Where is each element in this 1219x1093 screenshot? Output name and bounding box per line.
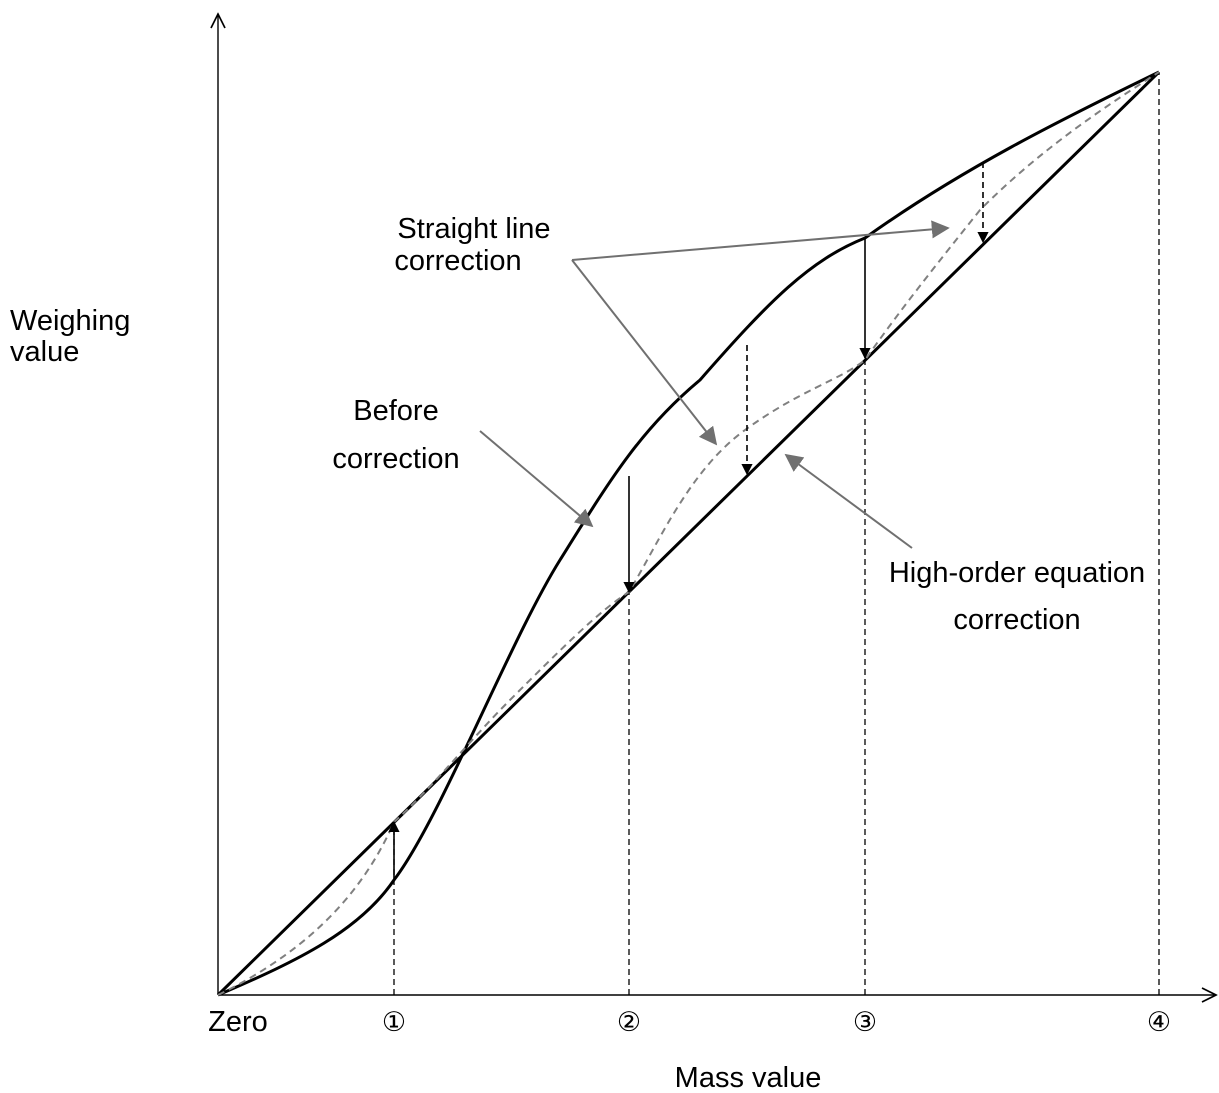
y-axis-label-line1: Weighing [10, 305, 130, 337]
straight-line-label-line2: correction [394, 245, 521, 277]
tick-label-3: ③ [853, 1007, 877, 1038]
before-correction-label-line1: Before [353, 395, 438, 427]
before-correction-label-line2: correction [332, 443, 459, 475]
tick-label-4: ④ [1147, 1007, 1171, 1038]
y-axis-label-line2: value [10, 336, 79, 368]
origin-label: Zero [208, 1006, 268, 1038]
pointer-high-order [784, 453, 913, 549]
high-order-label-line2: correction [953, 604, 1080, 636]
straight-line-label-line1: Straight line [397, 213, 550, 245]
straight-line-correction [216, 70, 1161, 997]
high-order-label-line1: High-order equation [889, 557, 1145, 589]
before-correction-curve [217, 70, 1160, 997]
pointer-straight-to-mid [571, 259, 718, 446]
pointer-before-correction [479, 430, 594, 528]
x-axis-label: Mass value [675, 1062, 822, 1093]
tick-label-1: ① [382, 1007, 406, 1038]
tick-label-2: ② [617, 1007, 641, 1038]
pointer-straight-to-top [571, 220, 950, 261]
